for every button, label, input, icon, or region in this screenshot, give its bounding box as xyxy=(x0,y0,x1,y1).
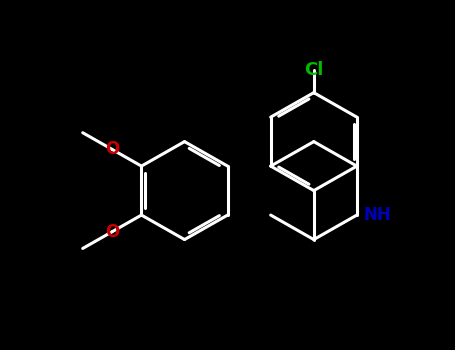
Text: O: O xyxy=(105,140,119,159)
Text: NH: NH xyxy=(364,206,391,224)
Text: O: O xyxy=(105,223,119,241)
Text: Cl: Cl xyxy=(304,61,324,79)
